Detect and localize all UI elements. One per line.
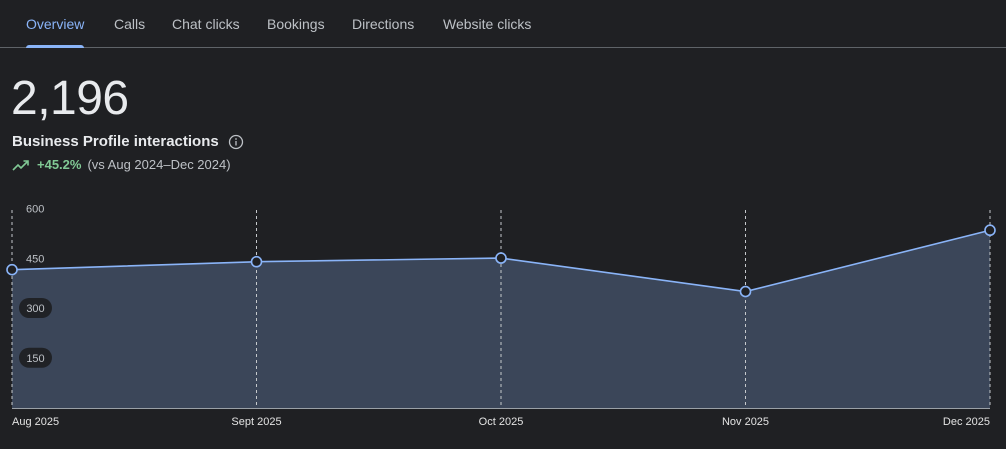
x-tick-label: Nov 2025 (722, 416, 769, 428)
tab-directions[interactable]: Directions (352, 16, 415, 32)
y-tick-label: 150 (26, 353, 44, 365)
trend-comparison-period: (vs Aug 2024–Dec 2024) (87, 157, 231, 172)
info-icon[interactable] (228, 134, 244, 150)
y-tick-pill (19, 347, 52, 368)
data-point (495, 252, 507, 264)
x-tick-label: Aug 2025 (12, 416, 59, 428)
trending-up-icon (12, 158, 30, 172)
data-point (250, 255, 263, 268)
metric-title: Business Profile interactions (12, 133, 244, 150)
data-point (739, 285, 752, 298)
y-tick-label: 300 (26, 303, 44, 315)
tab-bookings[interactable]: Bookings (267, 16, 325, 32)
data-point (984, 224, 996, 237)
x-tick-label: Sept 2025 (231, 416, 281, 428)
trend-row: +45.2% (vs Aug 2024–Dec 2024) (12, 157, 231, 172)
x-tick-label: Dec 2025 (943, 416, 990, 428)
trend-percentage: +45.2% (37, 157, 82, 172)
data-point (6, 263, 18, 276)
x-tick-label: Oct 2025 (479, 416, 524, 428)
y-tick-pill (19, 298, 52, 318)
tab-bar: Overview Calls Chat clicks Bookings Dire… (0, 0, 1006, 48)
tab-chat-clicks[interactable]: Chat clicks (172, 16, 240, 32)
y-tick-label: 600 (26, 204, 44, 216)
y-tick-label: 450 (26, 253, 44, 265)
interactions-chart: 150 300 450 600 Aug 2025 Sept 2025 Oct 2025 Nov… (0, 195, 1006, 449)
tab-calls[interactable]: Calls (114, 16, 146, 32)
tab-website-clicks[interactable]: Website clicks (443, 16, 532, 32)
total-interactions-value: 2,196 (11, 72, 129, 125)
interactions-chart-svg: 150 300 450 600 Aug 2025 Sept 2025 Oct 2025 Nov… (6, 204, 996, 428)
metric-title-label: Business Profile interactions (12, 133, 219, 150)
tab-overview[interactable]: Overview (26, 0, 85, 48)
